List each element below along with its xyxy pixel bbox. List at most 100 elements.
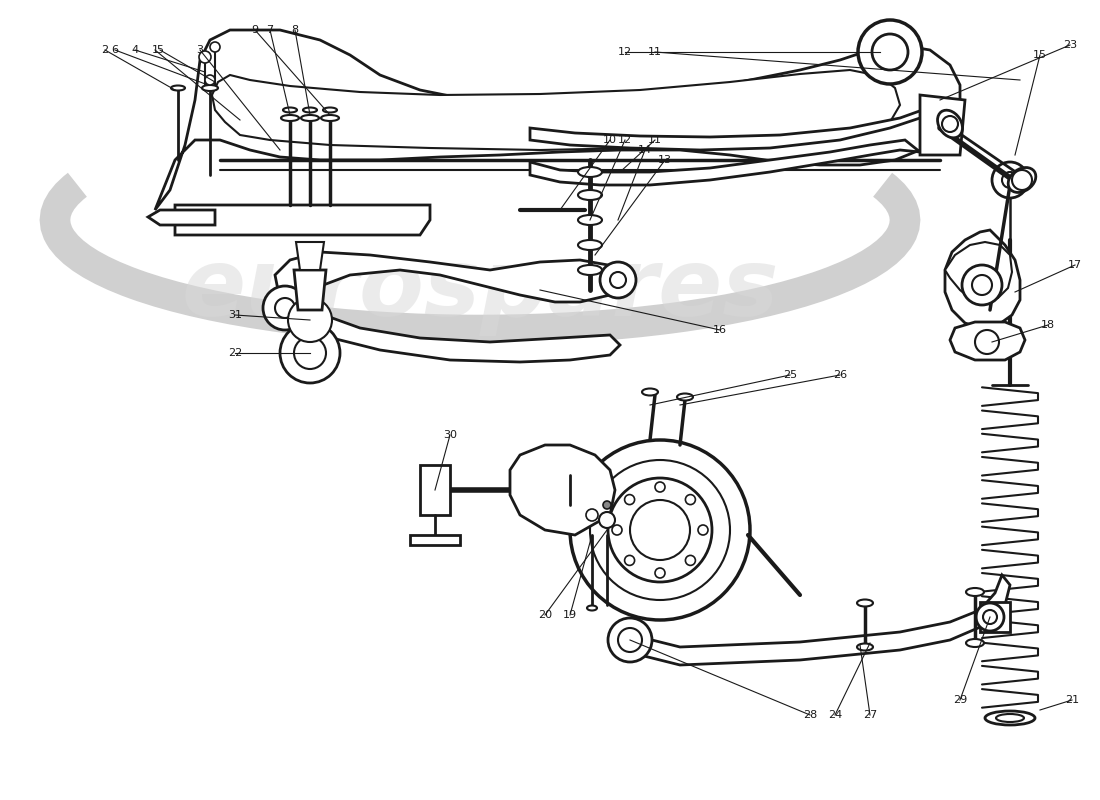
Polygon shape bbox=[175, 205, 430, 235]
Text: 6: 6 bbox=[111, 45, 119, 55]
Polygon shape bbox=[148, 210, 214, 225]
Polygon shape bbox=[285, 300, 620, 362]
Polygon shape bbox=[950, 322, 1025, 360]
Ellipse shape bbox=[587, 606, 597, 610]
Ellipse shape bbox=[1009, 167, 1036, 193]
Circle shape bbox=[942, 116, 958, 132]
Circle shape bbox=[199, 51, 211, 63]
Circle shape bbox=[263, 286, 307, 330]
Polygon shape bbox=[155, 30, 960, 210]
Ellipse shape bbox=[676, 394, 693, 401]
Text: 31: 31 bbox=[228, 310, 242, 320]
Circle shape bbox=[976, 603, 1004, 631]
Ellipse shape bbox=[578, 240, 602, 250]
Text: 21: 21 bbox=[1065, 695, 1079, 705]
Text: 26: 26 bbox=[833, 370, 847, 380]
Text: 5: 5 bbox=[156, 45, 164, 55]
Text: 14: 14 bbox=[638, 145, 652, 155]
Circle shape bbox=[570, 440, 750, 620]
Text: eurospares: eurospares bbox=[182, 244, 779, 336]
Polygon shape bbox=[620, 575, 1010, 665]
Text: 28: 28 bbox=[803, 710, 817, 720]
Circle shape bbox=[205, 75, 214, 85]
Circle shape bbox=[610, 272, 626, 288]
Circle shape bbox=[1002, 172, 1018, 188]
Polygon shape bbox=[510, 445, 615, 535]
Text: 1: 1 bbox=[152, 45, 158, 55]
Ellipse shape bbox=[301, 115, 319, 121]
Text: 25: 25 bbox=[783, 370, 798, 380]
Polygon shape bbox=[530, 140, 920, 185]
Circle shape bbox=[1012, 170, 1032, 190]
Circle shape bbox=[294, 337, 326, 369]
Circle shape bbox=[962, 265, 1002, 305]
Circle shape bbox=[612, 525, 621, 535]
Polygon shape bbox=[420, 465, 450, 515]
Text: 19: 19 bbox=[563, 610, 578, 620]
Text: 23: 23 bbox=[1063, 40, 1077, 50]
Circle shape bbox=[608, 478, 712, 582]
Circle shape bbox=[872, 34, 908, 70]
Polygon shape bbox=[945, 242, 1012, 302]
Text: 24: 24 bbox=[828, 710, 843, 720]
Circle shape bbox=[654, 568, 666, 578]
Circle shape bbox=[603, 501, 611, 509]
Circle shape bbox=[983, 610, 997, 624]
Circle shape bbox=[625, 494, 635, 505]
Circle shape bbox=[685, 555, 695, 566]
Polygon shape bbox=[530, 98, 940, 150]
Ellipse shape bbox=[937, 110, 962, 138]
Circle shape bbox=[858, 20, 922, 84]
Circle shape bbox=[275, 298, 295, 318]
Circle shape bbox=[975, 330, 999, 354]
Text: 11: 11 bbox=[648, 135, 662, 145]
Ellipse shape bbox=[578, 167, 602, 177]
Circle shape bbox=[600, 262, 636, 298]
Ellipse shape bbox=[642, 389, 658, 395]
Circle shape bbox=[625, 555, 635, 566]
Ellipse shape bbox=[170, 86, 185, 90]
Text: 17: 17 bbox=[1068, 260, 1082, 270]
Text: 18: 18 bbox=[1041, 320, 1055, 330]
Polygon shape bbox=[920, 95, 965, 155]
Text: 12: 12 bbox=[618, 47, 632, 57]
Polygon shape bbox=[945, 230, 1020, 328]
Text: 16: 16 bbox=[713, 325, 727, 335]
Circle shape bbox=[972, 275, 992, 295]
Circle shape bbox=[210, 42, 220, 52]
Polygon shape bbox=[212, 70, 900, 150]
Circle shape bbox=[608, 618, 652, 662]
Ellipse shape bbox=[578, 215, 602, 225]
Polygon shape bbox=[296, 242, 324, 270]
Text: 11: 11 bbox=[648, 47, 662, 57]
Polygon shape bbox=[980, 602, 1010, 632]
Text: 9: 9 bbox=[252, 25, 258, 35]
Circle shape bbox=[586, 509, 598, 521]
Circle shape bbox=[600, 512, 615, 528]
Text: 30: 30 bbox=[443, 430, 456, 440]
Ellipse shape bbox=[966, 588, 984, 596]
Text: 3: 3 bbox=[197, 45, 204, 55]
Ellipse shape bbox=[578, 190, 602, 200]
Circle shape bbox=[685, 494, 695, 505]
Text: 29: 29 bbox=[953, 695, 967, 705]
Text: 4: 4 bbox=[131, 45, 139, 55]
Circle shape bbox=[280, 323, 340, 383]
Ellipse shape bbox=[996, 714, 1024, 722]
Ellipse shape bbox=[283, 107, 297, 113]
Text: 15: 15 bbox=[1033, 50, 1047, 60]
Ellipse shape bbox=[857, 599, 873, 606]
Circle shape bbox=[630, 500, 690, 560]
Ellipse shape bbox=[857, 643, 873, 650]
Circle shape bbox=[698, 525, 708, 535]
Text: 10: 10 bbox=[603, 135, 617, 145]
Circle shape bbox=[590, 460, 730, 600]
Circle shape bbox=[288, 298, 332, 342]
Polygon shape bbox=[410, 535, 460, 545]
Ellipse shape bbox=[984, 711, 1035, 725]
Text: 12: 12 bbox=[618, 135, 632, 145]
Circle shape bbox=[992, 162, 1028, 198]
Circle shape bbox=[654, 482, 666, 492]
Ellipse shape bbox=[966, 639, 984, 647]
Text: 8: 8 bbox=[292, 25, 298, 35]
